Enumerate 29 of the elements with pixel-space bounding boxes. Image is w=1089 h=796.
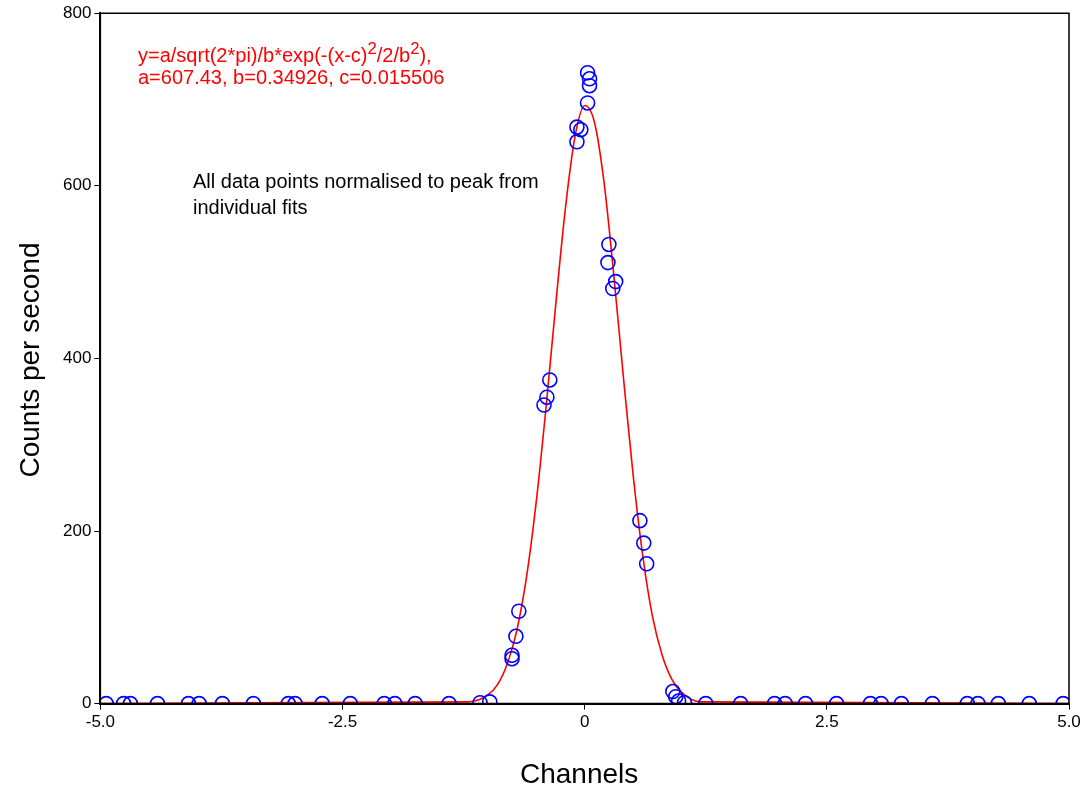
point — [569, 119, 585, 135]
x-tick-label: 2.5 — [815, 712, 839, 732]
annotation: All data points normalised to peak from individual fits — [193, 169, 540, 220]
y-tick-label: 0 — [81, 693, 92, 713]
x-tick-label: -5.0 — [85, 712, 116, 732]
point — [607, 273, 624, 290]
y-tick-label: 400 — [62, 348, 92, 368]
annotation: a=607.43, b=0.34926, c=0.015506 — [138, 66, 445, 90]
x-axis-title: Channels — [520, 758, 639, 790]
point — [579, 95, 596, 111]
point — [579, 64, 596, 81]
point — [569, 133, 585, 150]
x-tick-label: -2.5 — [327, 712, 358, 732]
y-tick-label: 800 — [62, 2, 92, 22]
point — [601, 236, 617, 253]
x-tick-label: 5.0 — [1057, 712, 1081, 732]
point — [604, 280, 621, 297]
point — [581, 77, 598, 94]
point — [536, 397, 552, 413]
annotation: y=a/sqrt(2*pi)/b*exp(-(x-c)$^{2}$/2/b$^{2}$), — [138, 38, 432, 68]
y-axis-title: Counts per second — [14, 242, 46, 478]
y-tick-label: 600 — [62, 175, 92, 195]
point — [539, 389, 555, 406]
x-tick-label: 0 — [579, 712, 590, 732]
point — [573, 121, 589, 138]
point — [581, 70, 598, 87]
point — [542, 372, 558, 388]
point — [600, 254, 616, 271]
y-tick-label: 200 — [62, 520, 92, 540]
